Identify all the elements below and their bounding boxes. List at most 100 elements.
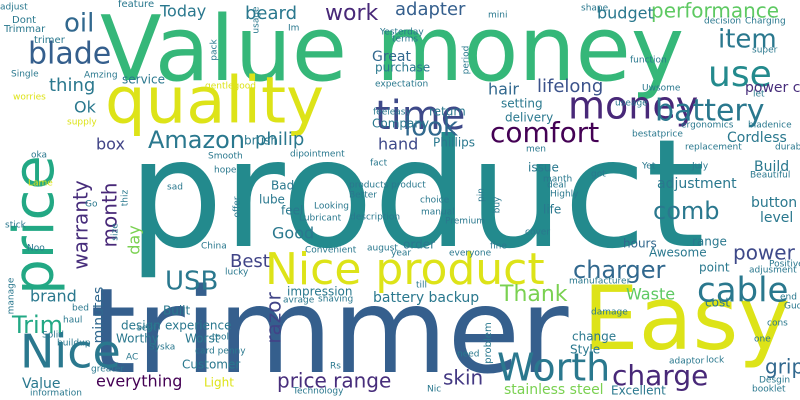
cloud-word: Convenient <box>305 246 357 256</box>
cloud-word: price range <box>277 369 391 393</box>
cloud-word: adaptor <box>669 357 704 367</box>
cloud-word: Best <box>230 251 270 272</box>
cloud-word: power <box>733 241 796 265</box>
cloud-word: period <box>462 46 472 75</box>
cloud-word: level <box>760 210 793 226</box>
cloud-word: Amzing <box>84 71 118 81</box>
cloud-word: Desgin <box>759 376 790 386</box>
cloud-word: cable <box>697 271 788 311</box>
cloud-word: Dont <box>12 15 36 26</box>
cloud-word: charge <box>612 359 708 392</box>
cloud-word: year <box>391 249 411 259</box>
cloud-word: Smooth <box>208 152 243 162</box>
cloud-word: setting <box>501 97 543 111</box>
cloud-word: Easy <box>583 267 790 370</box>
cloud-word: Gud <box>784 302 800 312</box>
cloud-word: comfort <box>490 116 599 149</box>
cloud-word: China <box>201 242 227 252</box>
cloud-word: manage <box>7 277 17 314</box>
cloud-word: tool <box>212 333 229 343</box>
cloud-word: useage <box>615 99 648 109</box>
cloud-word: end <box>780 293 797 303</box>
cloud-word: lifelong <box>537 76 603 97</box>
cloud-word: worries <box>13 93 46 103</box>
cloud-word: box <box>96 135 125 154</box>
cloud-word: Im <box>288 24 299 34</box>
cloud-word: battery <box>655 94 765 129</box>
cloud-word: item <box>718 25 777 55</box>
cloud-word: Solid <box>42 331 64 341</box>
cloud-word: Built <box>163 304 191 318</box>
cloud-word: stick <box>5 221 27 231</box>
cloud-word: supply <box>67 118 97 128</box>
cloud-word: feel <box>281 204 303 218</box>
cloud-word: month <box>98 183 122 248</box>
cloud-word: charger <box>573 256 666 284</box>
cloud-word: Trimmar <box>3 24 46 35</box>
cloud-word: size <box>111 223 121 241</box>
cloud-word: oil <box>64 9 94 39</box>
cloud-word: Go <box>85 200 98 210</box>
cloud-word: use <box>708 54 772 95</box>
cloud-word: Company <box>372 117 429 131</box>
cloud-word: life <box>543 203 561 217</box>
cloud-word: shape <box>581 4 609 14</box>
cloud-word: manual <box>421 208 455 218</box>
cloud-word: Technology <box>292 387 344 397</box>
cloud-word: deal <box>547 181 566 191</box>
cloud-word: Syska <box>149 343 175 353</box>
cloud-word: button <box>751 195 797 211</box>
cloud-word: AC <box>126 353 138 363</box>
cloud-word: ergonomics <box>681 121 734 131</box>
cloud-word: performance <box>651 0 779 23</box>
cloud-word: look <box>404 113 458 143</box>
cloud-word: range <box>692 235 727 249</box>
cloud-word: everyone <box>449 249 492 259</box>
cloud-word: damage <box>591 308 628 318</box>
cloud-word: thing <box>49 75 95 96</box>
cloud-word: hours <box>623 237 657 251</box>
cloud-word: beard <box>245 3 297 24</box>
cloud-word: issue <box>528 161 559 175</box>
cloud-word: Trim <box>11 311 63 339</box>
cloud-word: trimer <box>34 35 66 46</box>
cloud-word: cover <box>525 228 550 238</box>
cloud-word: manth <box>543 175 572 185</box>
cloud-word: cons <box>767 319 788 329</box>
cloud-word: price <box>2 155 67 294</box>
cloud-word: Lame <box>28 179 53 189</box>
cloud-word: Value <box>22 376 60 392</box>
cloud-word: quality <box>105 65 324 139</box>
cloud-word: Cordless <box>727 130 787 146</box>
cloud-word: lock <box>706 356 725 366</box>
cloud-word: super <box>752 46 778 56</box>
cloud-word: lube <box>259 193 285 207</box>
cloud-word: men <box>526 145 546 155</box>
cloud-word: mini <box>488 11 507 21</box>
cloud-word: offer <box>233 196 243 217</box>
cloud-word: august <box>367 244 398 254</box>
cloud-word: Good <box>272 224 314 243</box>
cloud-word: thiz <box>121 190 131 207</box>
cloud-word: adjustment <box>657 176 737 192</box>
cloud-word: time <box>375 93 465 139</box>
cloud-word: shaving <box>318 295 353 305</box>
cloud-word: Yet <box>641 162 656 172</box>
cloud-word: power cord <box>745 80 800 96</box>
cloud-word: delivery <box>505 111 553 125</box>
cloud-word: work <box>325 1 378 26</box>
cloud-word: Lubricant <box>299 214 342 224</box>
cloud-word: one <box>754 335 771 345</box>
cloud-word: change <box>572 330 616 344</box>
cloud-word: description <box>350 213 400 223</box>
cloud-word: till <box>416 281 427 291</box>
cloud-word: sept <box>137 324 157 334</box>
cloud-word: Customer <box>182 358 240 372</box>
cloud-word: grip <box>765 355 800 379</box>
cloud-word: Great <box>372 49 411 65</box>
cloud-word: oka <box>31 151 47 161</box>
cloud-word: philip <box>255 129 304 150</box>
cloud-word: Value money <box>100 0 684 102</box>
cloud-word: pin <box>477 188 487 202</box>
